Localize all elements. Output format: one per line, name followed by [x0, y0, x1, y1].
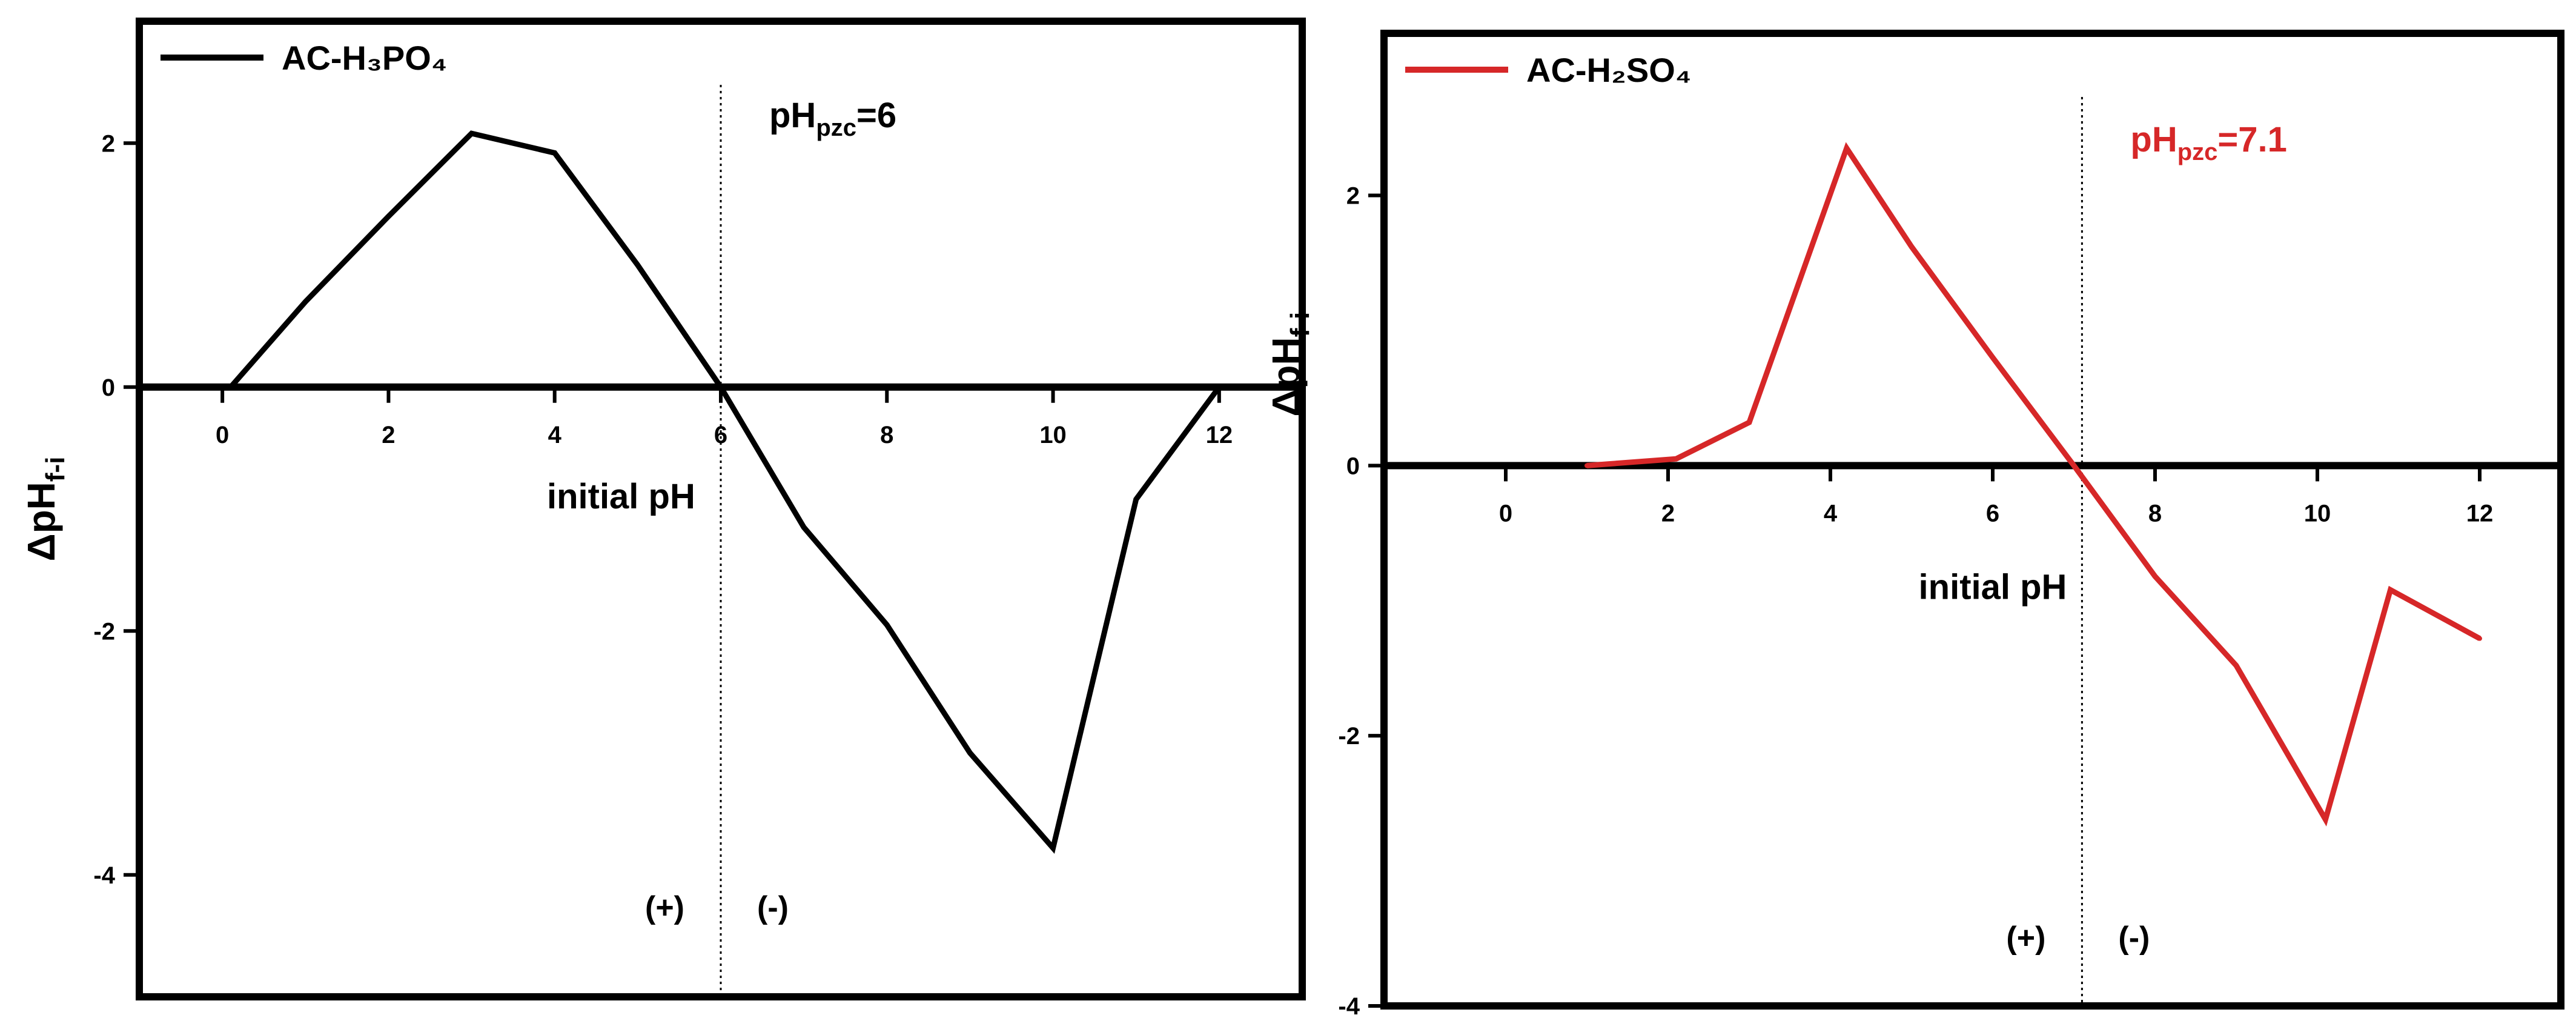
x-tick-label: 8: [2148, 500, 2162, 527]
y-tick-label: -4: [93, 862, 115, 889]
y-axis-label-sub: f-i: [1285, 312, 1315, 338]
data-point: [967, 750, 973, 756]
x-tick-label: 4: [548, 422, 562, 448]
positive-region-label: (+): [645, 890, 684, 925]
data-point: [1133, 496, 1139, 502]
data-point: [1584, 463, 1589, 468]
x-tick-label: 12: [2466, 500, 2494, 527]
y-axis-label: ΔpHf-i: [1264, 312, 1315, 417]
y-tick-label: 0: [1346, 453, 1360, 479]
x-tick-label: 0: [1499, 500, 1512, 527]
data-point: [2071, 463, 2076, 468]
y-tick-label: 2: [102, 130, 115, 157]
data-point: [1747, 420, 1752, 425]
pzc-label-sub: pzc: [816, 115, 856, 141]
y-axis-label-main: ΔpH: [19, 482, 63, 561]
data-point: [228, 384, 233, 390]
data-point: [884, 622, 890, 628]
plot-frame: [1380, 30, 2564, 1010]
x-tick-label: 10: [2304, 500, 2331, 527]
negative-region-label: (-): [757, 890, 789, 925]
data-point: [303, 299, 308, 304]
x-tick-label: 2: [382, 422, 395, 448]
y-tick-label: 2: [1346, 183, 1360, 210]
legend-label: AC-H₂SO₄: [1526, 51, 1691, 89]
pzc-label-sub: pzc: [2177, 139, 2218, 165]
x-axis-label: initial pH: [547, 477, 695, 516]
x-axis-label: initial pH: [1919, 567, 2067, 607]
data-point: [2323, 817, 2328, 822]
data-point: [1216, 384, 1222, 390]
legend-label: AC-H₃PO₄: [282, 39, 447, 77]
data-point: [718, 384, 723, 390]
pzc-label-value: =6: [856, 96, 896, 135]
pzc-label-main: pH: [769, 96, 816, 135]
data-point: [386, 214, 391, 219]
series-line: [1586, 142, 2482, 827]
y-tick-label: -4: [1338, 993, 1360, 1020]
pzc-annotation: pHpzc=7.1: [2130, 120, 2287, 165]
data-point: [1674, 456, 1679, 462]
y-axis-label-sub: f-i: [41, 457, 70, 482]
pzc-annotation: pHpzc=6: [769, 96, 896, 141]
data-point: [635, 262, 640, 268]
data-point: [2234, 663, 2239, 668]
data-point: [2388, 587, 2393, 593]
x-tick-label: 6: [1986, 500, 1999, 527]
data-point: [1990, 355, 1995, 360]
pzc-label-value: =7.1: [2217, 120, 2287, 159]
data-point: [1909, 244, 1914, 250]
plot-frame: [136, 18, 1306, 1000]
pzc-label-main: pH: [2130, 120, 2177, 159]
x-tick-label: 12: [1206, 422, 1233, 448]
data-point: [1844, 145, 1849, 151]
x-tick-label: 8: [880, 422, 893, 448]
y-axis-label: ΔpHf-i: [19, 457, 70, 562]
y-tick-label: -2: [93, 618, 115, 645]
chart-2: 0 2 4 6 8 10 12 -4 -2 0 2 initial pH ΔpHf-i pHpzc=7.1…: [1264, 30, 2564, 1020]
data-point: [2153, 574, 2157, 579]
positive-region-label: (+): [2006, 920, 2045, 956]
y-tick-label: -2: [1338, 723, 1360, 750]
x-tick-label: 4: [1824, 500, 1838, 527]
x-tick-label: 2: [1661, 500, 1675, 527]
data-point: [801, 525, 807, 530]
x-tick-label: 0: [216, 422, 229, 448]
data-point: [2477, 636, 2482, 641]
data-point: [1050, 845, 1056, 851]
y-tick-label: 0: [102, 374, 115, 401]
series-line: [228, 130, 1222, 854]
x-tick-label: 6: [714, 422, 727, 448]
x-tick-label: 10: [1039, 422, 1067, 448]
data-point: [552, 150, 557, 156]
negative-region-label: (-): [2118, 920, 2150, 956]
y-axis-label-main: ΔpH: [1264, 337, 1308, 416]
data-point: [469, 131, 474, 136]
